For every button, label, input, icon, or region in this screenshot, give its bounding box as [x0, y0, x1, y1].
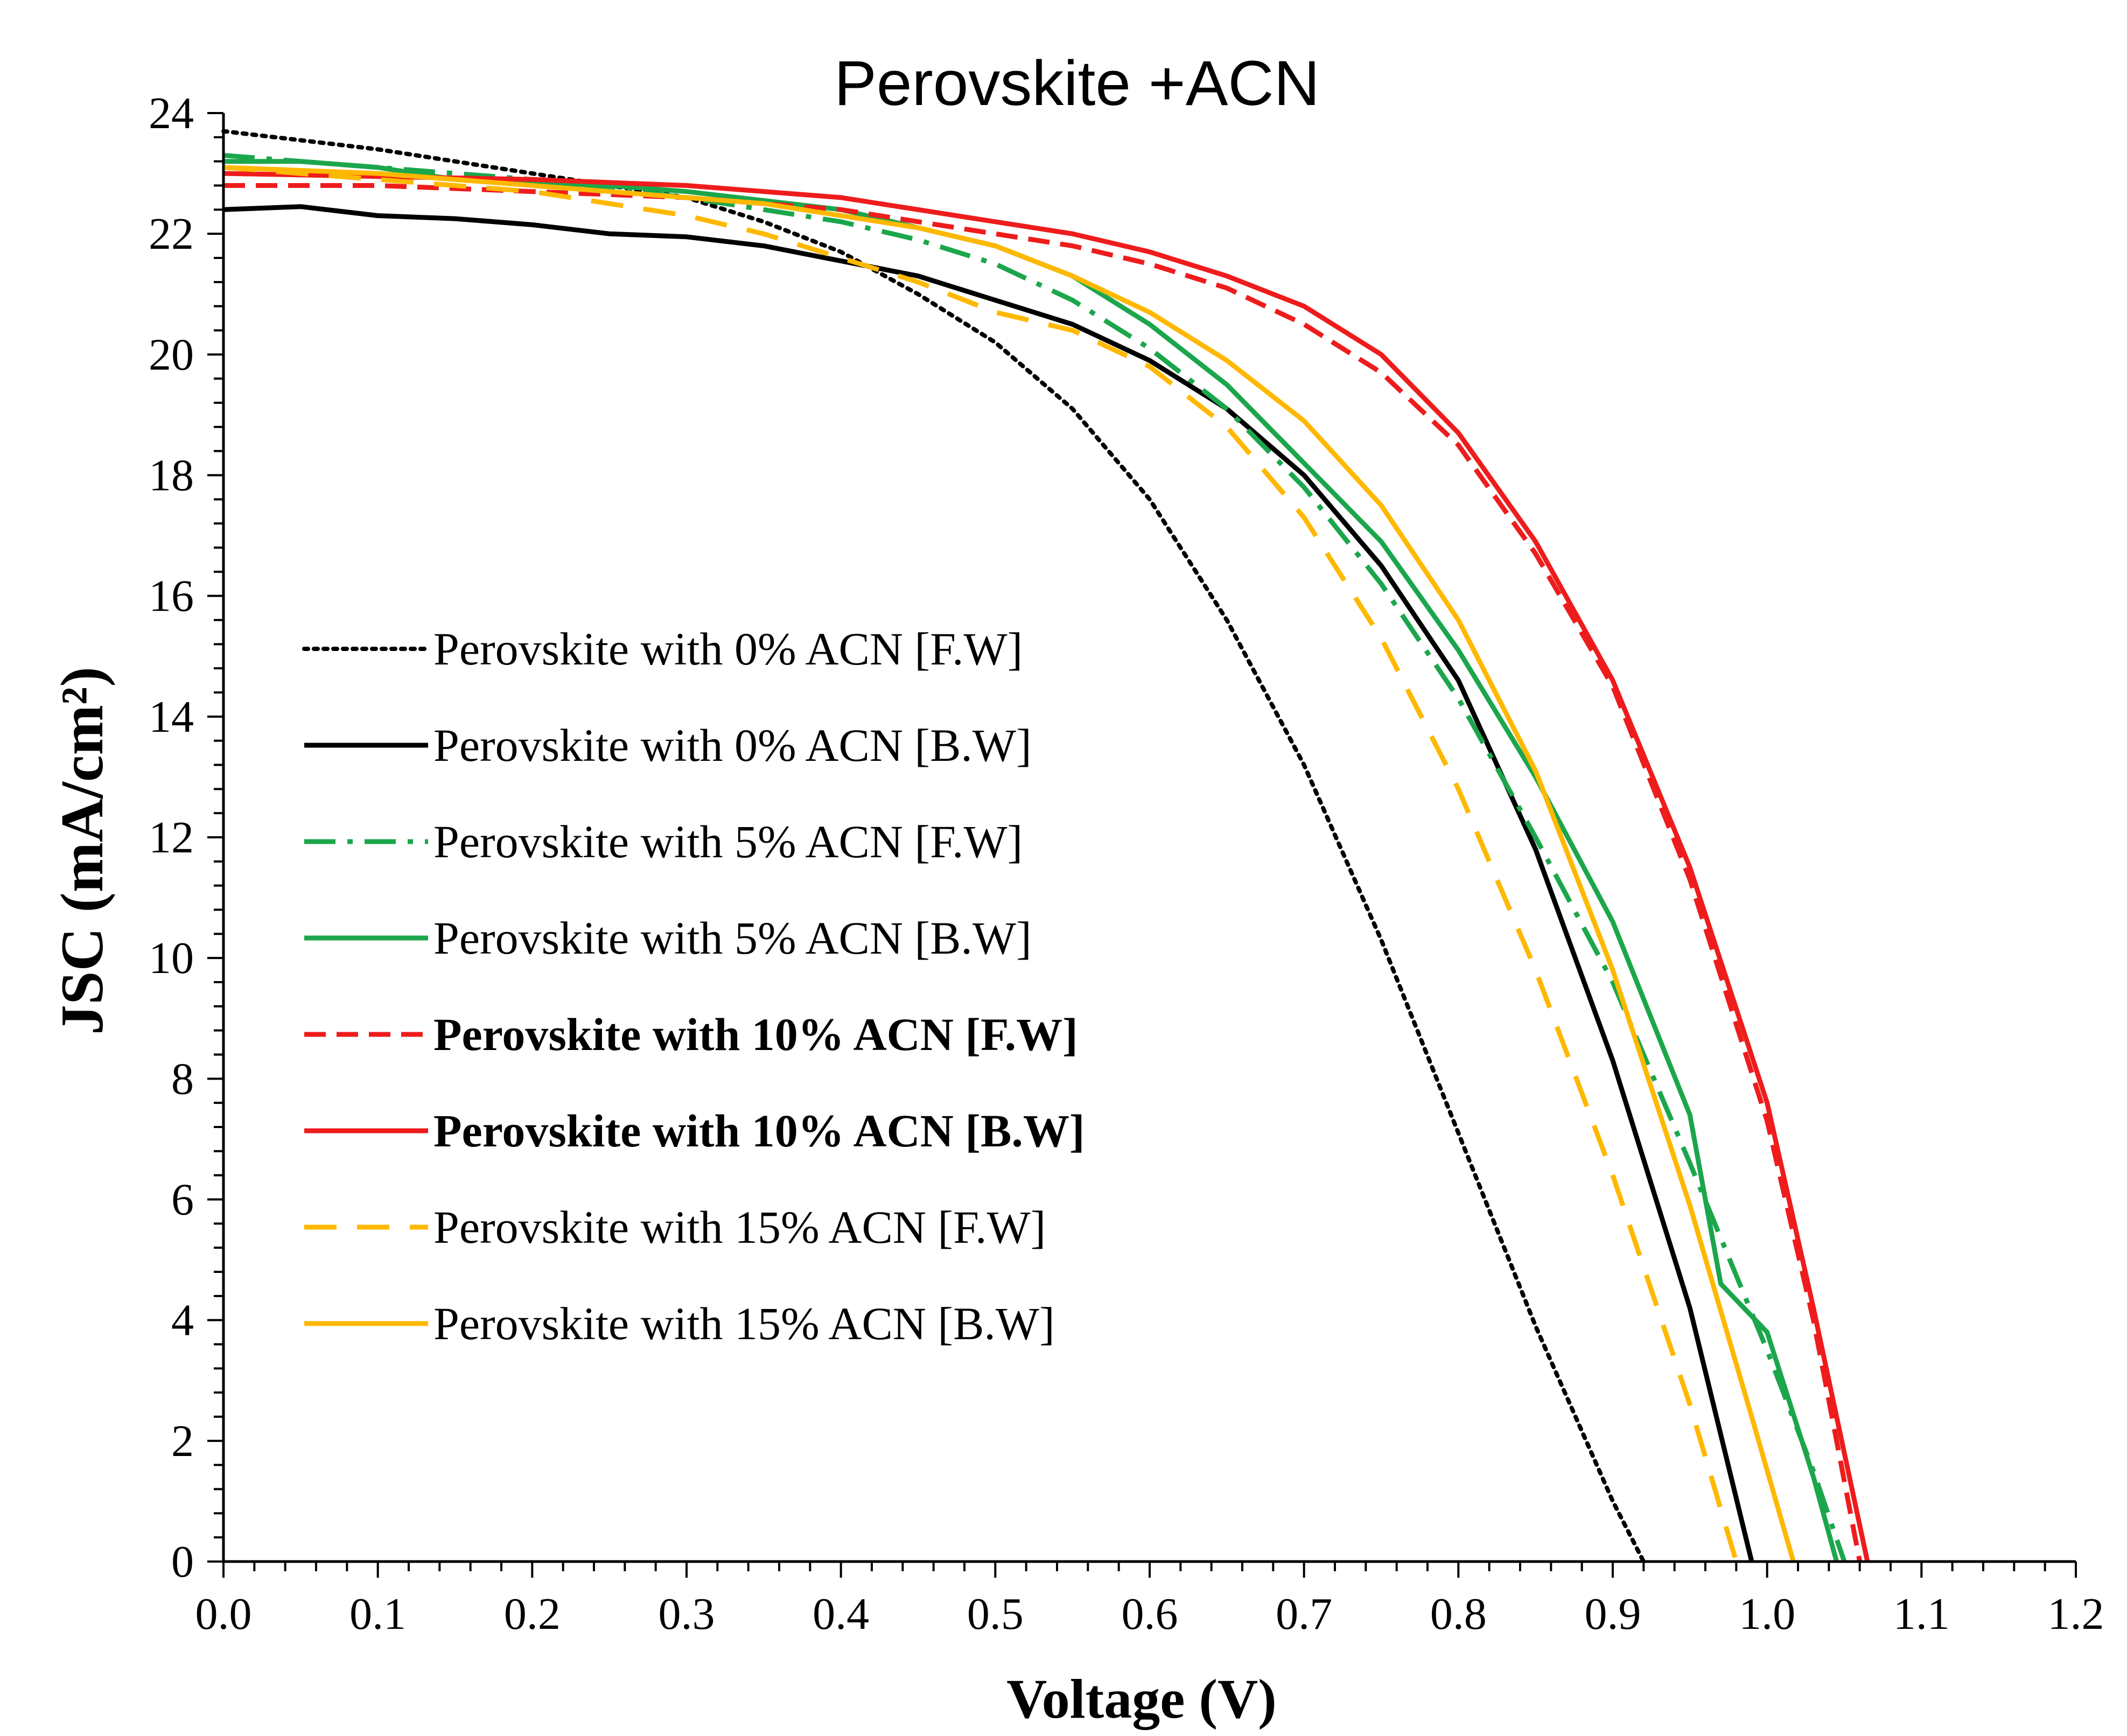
legend-label-3: Perovskite with 5% ACN [B.W]: [433, 912, 1032, 964]
y-tick-label: 22: [149, 209, 194, 259]
x-tick-label: 0.1: [349, 1589, 406, 1639]
series-line-4: [223, 183, 1863, 1562]
y-tick-label: 8: [171, 1054, 194, 1104]
series-layer: [221, 129, 1870, 1564]
legend: Perovskite with 0% ACN [F.W] Perovskite w…: [302, 623, 1085, 1349]
axes-layer: [207, 112, 2077, 1578]
x-tick-label: 0.4: [813, 1589, 869, 1639]
x-tick-label: 1.2: [2048, 1589, 2104, 1639]
legend-label-5: Perovskite with 10% ACN [B.W]: [433, 1105, 1085, 1157]
legend-label-7: Perovskite with 15% ACN [B.W]: [433, 1298, 1055, 1349]
legend-label-6: Perovskite with 15% ACN [F.W]: [433, 1201, 1046, 1253]
x-tick-label: 0.2: [504, 1589, 561, 1639]
series-line-1: [223, 204, 1754, 1563]
x-tick-label: 0.6: [1122, 1589, 1178, 1639]
legend-label-1: Perovskite with 0% ACN [B.W]: [433, 719, 1032, 771]
x-axis-title: Voltage (V): [1006, 1668, 1277, 1730]
y-tick-label: 10: [149, 933, 194, 983]
y-tick-label: 2: [171, 1416, 194, 1466]
x-tick-label: 1.0: [1739, 1589, 1795, 1639]
legend-label-4: Perovskite with 10% ACN [F.W]: [433, 1009, 1078, 1060]
legend-label-2: Perovskite with 5% ACN [F.W]: [433, 816, 1023, 867]
y-tick-label: 6: [171, 1175, 194, 1225]
y-tick-label: 18: [149, 451, 194, 501]
series-line-7: [223, 165, 1796, 1563]
x-tick-label: 0.9: [1585, 1589, 1641, 1639]
x-tick-label: 0.0: [195, 1589, 252, 1639]
y-tick-label: 16: [149, 571, 194, 621]
x-tick-label: 0.3: [659, 1589, 715, 1639]
x-tick-label: 0.5: [967, 1589, 1024, 1639]
series-line-6: [223, 165, 1739, 1563]
chart-title: Perovskite +ACN: [834, 48, 1320, 119]
x-tick-label: 1.1: [1893, 1589, 1950, 1639]
tick-labels: 0.0 0.1 0.2 0.3 0.4 0.5 0.6 0.7 0.8 0.9 1.0 1.1 1.2 0…: [149, 88, 2104, 1639]
legend-label-0: Perovskite with 0% ACN [F.W]: [433, 623, 1023, 675]
x-tick-label: 0.7: [1276, 1589, 1332, 1639]
y-tick-label: 20: [149, 330, 194, 380]
y-tick-label: 0: [171, 1537, 194, 1587]
x-tick-label: 0.8: [1430, 1589, 1487, 1639]
series-line-5: [223, 171, 1870, 1562]
series-line-2: [223, 153, 1847, 1563]
series-line-3: [223, 159, 1839, 1563]
y-tick-label: 24: [149, 88, 194, 138]
y-axis-title: JSC (mA/cm²): [49, 667, 116, 1035]
y-tick-label: 12: [149, 813, 194, 863]
y-tick-label: 4: [171, 1296, 194, 1346]
y-tick-label: 14: [149, 692, 194, 742]
